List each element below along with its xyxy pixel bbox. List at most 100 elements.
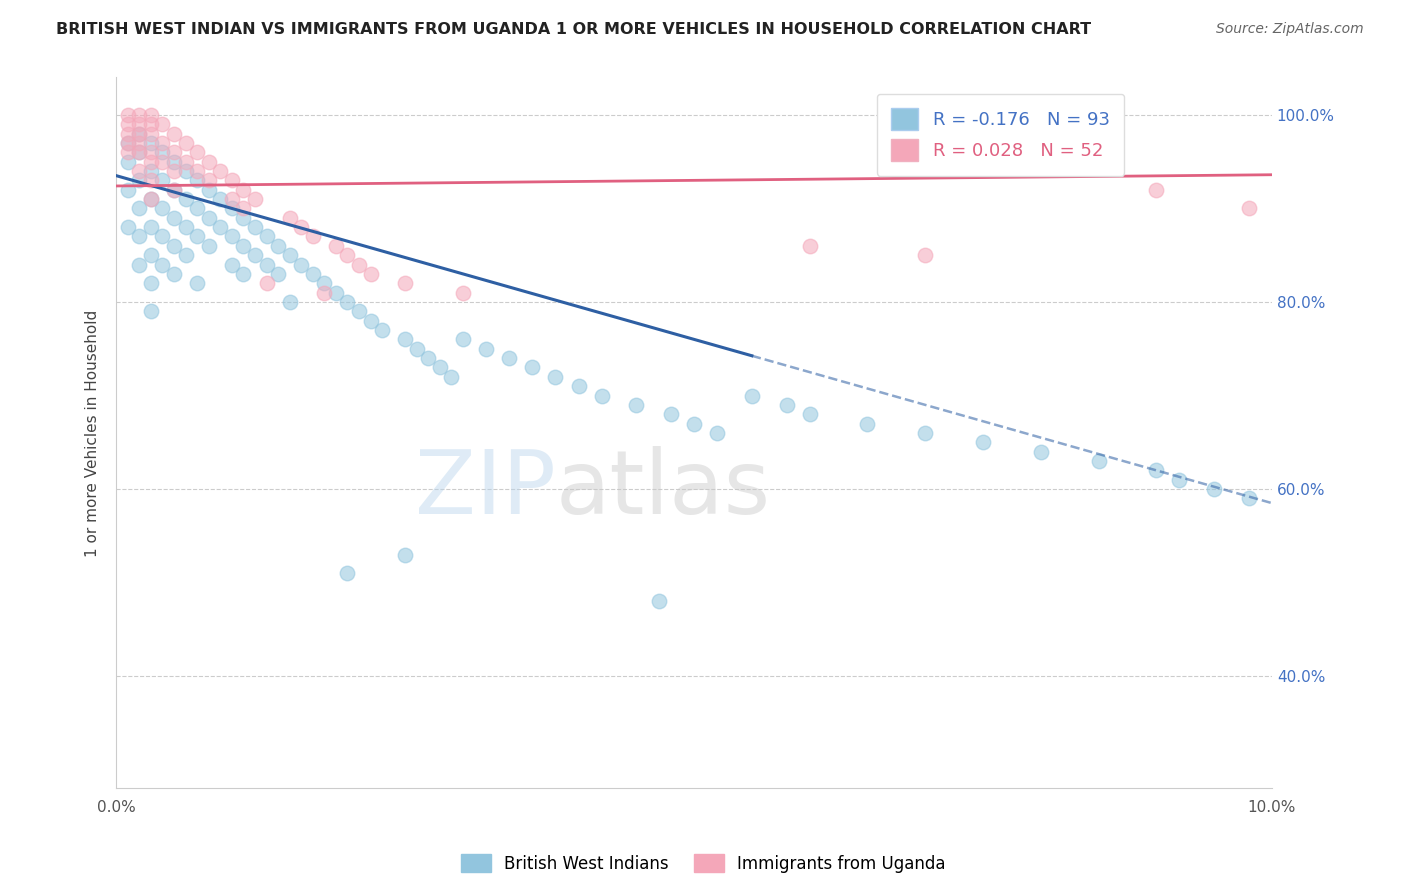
Point [221,229,243,244]
Point [163,145,186,160]
Point [1168,473,1191,487]
Point [163,183,186,197]
Point [683,417,706,431]
Point [139,164,162,178]
Point [128,202,150,216]
Point [775,398,797,412]
Point [139,192,162,206]
Point [139,136,162,150]
Point [186,229,208,244]
Point [371,323,394,337]
Point [221,192,243,206]
Point [256,229,278,244]
Point [139,277,162,291]
Point [128,117,150,131]
Text: ZIP: ZIP [415,446,555,533]
Point [325,239,347,253]
Point [626,398,648,412]
Point [1204,482,1226,496]
Point [139,145,162,160]
Point [440,369,463,384]
Text: atlas: atlas [555,446,770,533]
Point [117,136,139,150]
Point [856,417,879,431]
Point [152,258,174,272]
Legend: British West Indians, Immigrants from Uganda: British West Indians, Immigrants from Ug… [454,847,952,880]
Point [544,369,567,384]
Point [290,258,312,272]
Point [522,360,544,375]
Point [336,248,359,262]
Point [301,229,323,244]
Point [1144,183,1167,197]
Point [163,211,186,225]
Point [914,425,936,440]
Point [139,154,162,169]
Point [256,277,278,291]
Text: BRITISH WEST INDIAN VS IMMIGRANTS FROM UGANDA 1 OR MORE VEHICLES IN HOUSEHOLD CO: BRITISH WEST INDIAN VS IMMIGRANTS FROM U… [56,22,1091,37]
Point [128,145,150,160]
Point [360,314,382,328]
Point [163,183,186,197]
Point [301,267,323,281]
Y-axis label: 1 or more Vehicles in Household: 1 or more Vehicles in Household [86,310,100,557]
Point [139,117,162,131]
Point [232,202,254,216]
Point [163,267,186,281]
Point [117,145,139,160]
Point [209,164,232,178]
Point [152,154,174,169]
Point [163,239,186,253]
Point [451,285,474,300]
Point [117,154,139,169]
Point [128,136,150,150]
Point [347,304,370,318]
Point [336,566,359,581]
Point [163,164,186,178]
Point [128,164,150,178]
Point [152,173,174,187]
Point [347,258,370,272]
Point [197,173,219,187]
Point [117,117,139,131]
Point [267,267,290,281]
Point [741,388,763,402]
Point [152,202,174,216]
Point [163,154,186,169]
Point [174,192,197,206]
Point [128,229,150,244]
Point [243,220,266,235]
Point [1144,463,1167,477]
Point [117,183,139,197]
Point [139,220,162,235]
Point [117,136,139,150]
Point [139,248,162,262]
Point [128,127,150,141]
Point [139,127,162,141]
Point [1237,202,1260,216]
Point [174,164,197,178]
Point [567,379,589,393]
Point [336,295,359,310]
Point [429,360,451,375]
Point [117,108,139,122]
Point [163,127,186,141]
Point [799,239,821,253]
Point [197,183,219,197]
Point [152,229,174,244]
Point [232,239,254,253]
Point [186,164,208,178]
Point [418,351,440,365]
Point [209,220,232,235]
Point [278,248,301,262]
Point [152,136,174,150]
Point [128,108,150,122]
Point [152,145,174,160]
Point [243,192,266,206]
Point [325,285,347,300]
Point [314,277,336,291]
Point [290,220,312,235]
Point [659,407,682,421]
Point [117,127,139,141]
Point [174,220,197,235]
